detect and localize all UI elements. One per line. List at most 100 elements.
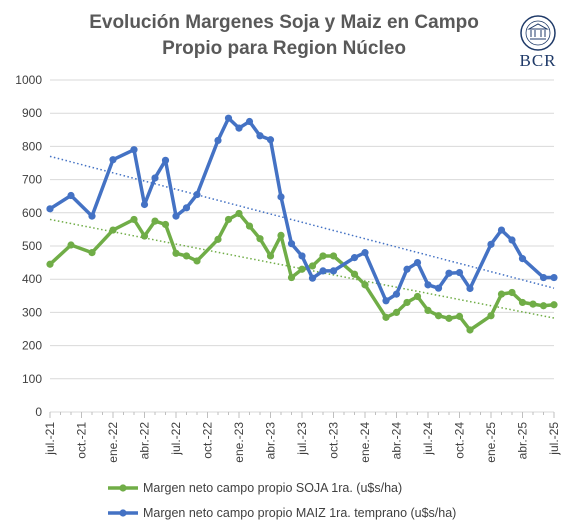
- data-point-soja: [130, 215, 138, 224]
- data-point-maiz: [46, 205, 54, 213]
- data-point-soja: [539, 302, 548, 310]
- y-axis: 0 100 200 300 400 500 600 700 800 900 1000: [15, 73, 42, 419]
- x-tick-label: ene.-22: [106, 422, 120, 463]
- x-tick-label: jul.-22: [169, 422, 183, 456]
- bcr-logo-text: BCR: [519, 51, 556, 70]
- x-tick-label: jul.-21: [43, 422, 57, 456]
- data-point-maiz: [550, 273, 558, 282]
- legend-swatch-marker-soja: [119, 484, 127, 492]
- data-point-maiz: [508, 236, 516, 244]
- data-point-maiz: [67, 191, 75, 200]
- data-point-soja: [287, 273, 296, 282]
- data-point-soja: [497, 290, 506, 298]
- data-point-maiz: [287, 240, 296, 248]
- data-point-maiz: [434, 284, 443, 292]
- data-point-soja: [487, 312, 495, 320]
- data-point-maiz: [88, 212, 96, 220]
- data-point-soja: [235, 209, 243, 218]
- x-tick-label: oct.-23: [327, 422, 341, 459]
- data-point-soja: [329, 252, 338, 260]
- trendline-maiz: [49, 155, 555, 289]
- data-point-maiz: [392, 290, 401, 298]
- data-point-maiz: [466, 284, 474, 293]
- x-tick-label: jul.-25: [547, 422, 561, 456]
- data-point-maiz: [151, 174, 159, 182]
- data-point-soja: [277, 231, 285, 239]
- data-point-maiz: [245, 117, 254, 126]
- data-point-soja: [298, 265, 306, 273]
- x-tick-label: oct.-24: [453, 422, 467, 459]
- bcr-logo: BCR: [519, 15, 556, 70]
- data-point-soja: [466, 326, 474, 334]
- chart-title-line1: Evolución Margenes Soja y Maiz en Campo: [89, 12, 479, 33]
- data-point-soja: [266, 252, 275, 260]
- series-soja: [46, 209, 558, 334]
- x-tick-label: ene.-23: [232, 422, 246, 463]
- y-tick-label: 1000: [15, 73, 42, 87]
- data-point-maiz: [403, 265, 411, 273]
- data-point-soja: [550, 301, 558, 309]
- data-point-maiz: [109, 156, 117, 164]
- data-point-maiz: [319, 267, 327, 275]
- y-tick-label: 100: [22, 372, 42, 386]
- x-tick-label: abr.-25: [516, 422, 530, 460]
- data-point-soja: [319, 252, 327, 260]
- data-point-soja: [172, 249, 180, 257]
- data-point-soja: [214, 235, 222, 243]
- y-tick-label: 500: [22, 239, 42, 253]
- y-tick-label: 900: [22, 106, 42, 120]
- data-point-soja: [256, 235, 264, 243]
- data-point-soja: [109, 226, 117, 234]
- y-tick-label: 600: [22, 206, 42, 220]
- x-tick-label: oct.-21: [75, 422, 89, 459]
- data-point-maiz: [539, 273, 548, 282]
- data-point-maiz: [214, 136, 222, 145]
- data-point-soja: [434, 312, 443, 320]
- x-tick-label: ene.-25: [484, 422, 498, 463]
- data-point-maiz: [497, 226, 506, 234]
- x-tick-label: oct.-22: [201, 422, 215, 459]
- legend-item-soja: Margen neto campo propio SOJA 1ra. (u$s/…: [108, 481, 402, 495]
- series-line-maiz: [49, 116, 554, 303]
- data-point-maiz: [445, 269, 453, 277]
- y-tick-label: 400: [22, 272, 42, 286]
- series-maiz: [46, 114, 558, 305]
- x-tick-label: jul.-24: [421, 422, 435, 456]
- data-point-maiz: [224, 114, 233, 122]
- data-point-soja: [308, 262, 317, 270]
- data-point-maiz: [518, 255, 527, 263]
- bcr-seal-inner-ring: [525, 20, 551, 46]
- data-point-soja: [46, 260, 54, 268]
- data-point-soja: [508, 288, 516, 297]
- data-point-maiz: [266, 136, 275, 144]
- data-point-soja: [529, 300, 537, 308]
- data-point-soja: [151, 217, 159, 225]
- bcr-seal-outer-ring: [520, 15, 556, 51]
- legend: Margen neto campo propio SOJA 1ra. (u$s/…: [108, 481, 456, 520]
- y-tick-label: 300: [22, 305, 42, 319]
- data-point-maiz: [361, 249, 369, 257]
- series-layer: [46, 114, 558, 334]
- x-tick-label: ene.-24: [358, 422, 372, 463]
- data-point-soja: [245, 222, 254, 230]
- data-point-maiz: [329, 267, 338, 275]
- data-point-maiz: [130, 146, 138, 154]
- data-point-maiz: [193, 190, 201, 199]
- data-point-maiz: [308, 274, 317, 282]
- data-point-maiz: [413, 259, 422, 267]
- chart-title-line2: Propio para Region Núcleo: [162, 38, 406, 59]
- data-point-soja: [518, 298, 527, 307]
- y-tick-label: 0: [35, 405, 42, 419]
- data-point-maiz: [172, 212, 180, 220]
- legend-label-soja: Margen neto campo propio SOJA 1ra. (u$s/…: [143, 481, 402, 495]
- data-point-soja: [413, 292, 422, 301]
- y-tick-label: 200: [22, 339, 42, 353]
- data-point-soja: [361, 281, 369, 289]
- data-point-maiz: [140, 200, 149, 209]
- data-point-soja: [140, 232, 149, 240]
- data-point-soja: [455, 312, 464, 320]
- data-point-maiz: [182, 204, 191, 212]
- y-tick-label: 800: [22, 139, 42, 153]
